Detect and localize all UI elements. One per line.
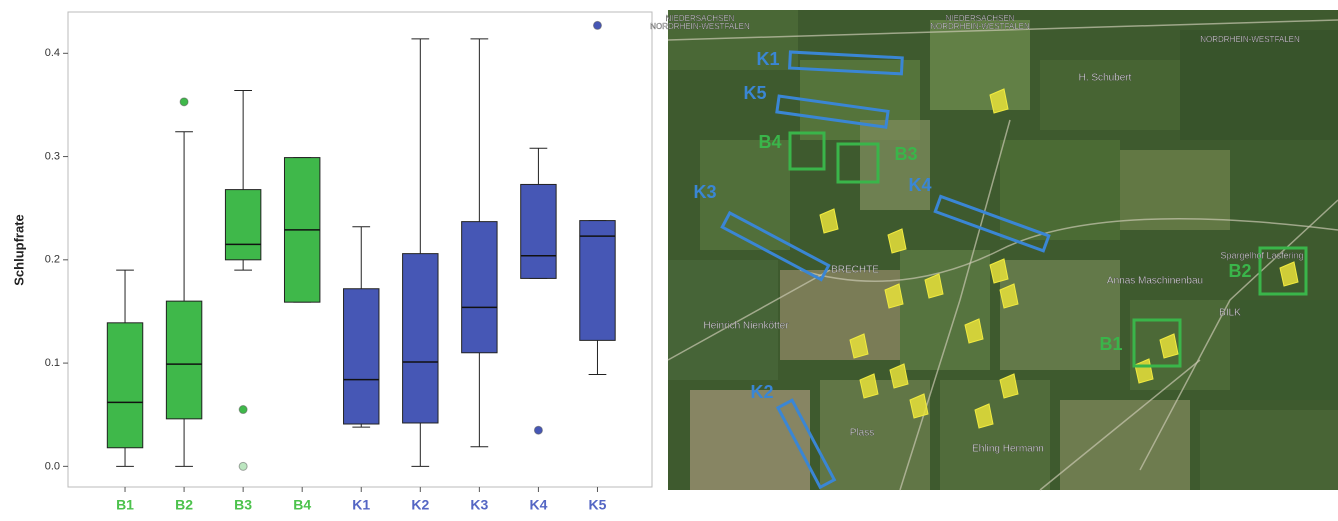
map-field	[1200, 410, 1338, 490]
box	[107, 323, 142, 448]
x-tick-label: K4	[529, 497, 547, 513]
y-tick-label: 0.1	[45, 357, 60, 369]
area-label: K1	[756, 49, 779, 69]
map-field	[860, 120, 930, 210]
place-label: Plass	[850, 428, 874, 439]
x-tick-label: K5	[589, 497, 607, 513]
x-tick-label: K1	[352, 497, 370, 513]
map-field	[930, 20, 1030, 110]
place-label: Annas Maschinenbau	[1107, 276, 1203, 287]
box	[344, 289, 379, 424]
place-label: Heinrich Nienkötter	[703, 321, 789, 332]
map-field	[820, 380, 930, 490]
place-label: Ehling Hermann	[972, 444, 1044, 455]
box	[462, 222, 497, 353]
x-tick-label: B4	[293, 497, 311, 513]
map-field	[1230, 140, 1338, 230]
x-tick-label: K3	[470, 497, 488, 513]
place-label: BRECHTE	[831, 265, 879, 276]
outlier	[593, 21, 601, 29]
y-tick-label: 0.4	[45, 47, 60, 59]
box	[521, 184, 556, 278]
map-field	[690, 390, 810, 490]
map-field	[780, 270, 900, 360]
page: {"chart_data": {"type": "box", "y_label"…	[0, 0, 1338, 516]
area-label: K5	[743, 83, 766, 103]
map-field	[1180, 30, 1338, 140]
place-label: NORDRHEIN-WESTFALEN	[930, 22, 1030, 31]
area-label: B2	[1228, 261, 1251, 281]
x-tick-label: B1	[116, 497, 134, 513]
place-label: BILK	[1219, 308, 1241, 319]
outlier	[180, 98, 188, 106]
box	[403, 254, 438, 423]
x-tick-label: B3	[234, 497, 252, 513]
area-label: K2	[750, 382, 773, 402]
map-field	[1240, 300, 1338, 400]
area-label: K3	[693, 182, 716, 202]
y-tick-label: 0.0	[45, 460, 60, 472]
map-field	[900, 250, 990, 370]
y-axis-label: Schlupfrate	[11, 214, 26, 286]
area-label: K4	[908, 175, 931, 195]
map-field	[940, 380, 1050, 490]
box	[225, 190, 260, 260]
area-label: B3	[894, 144, 917, 164]
area-label: B1	[1099, 334, 1122, 354]
outlier	[534, 426, 542, 434]
outlier	[239, 406, 247, 414]
map-field	[1040, 60, 1180, 130]
box	[580, 221, 615, 341]
place-label: NORDRHEIN-WESTFALEN	[650, 22, 750, 31]
area-label: B4	[758, 132, 781, 152]
figure: Schlupfrate K1K5B4B3K3K4B2B1K2NIEDERSACH…	[0, 0, 1338, 516]
x-tick-label: K2	[411, 497, 429, 513]
outlier	[239, 462, 247, 470]
y-tick-label: 0.2	[45, 254, 60, 266]
place-label: Spargelhof Lasfering	[1220, 250, 1303, 260]
place-label: H. Schubert	[1079, 73, 1132, 84]
place-label: NORDRHEIN-WESTFALEN	[1200, 35, 1300, 44]
map-field	[1120, 150, 1230, 230]
box	[166, 301, 201, 419]
y-tick-label: 0.3	[45, 150, 60, 162]
x-tick-label: B2	[175, 497, 193, 513]
